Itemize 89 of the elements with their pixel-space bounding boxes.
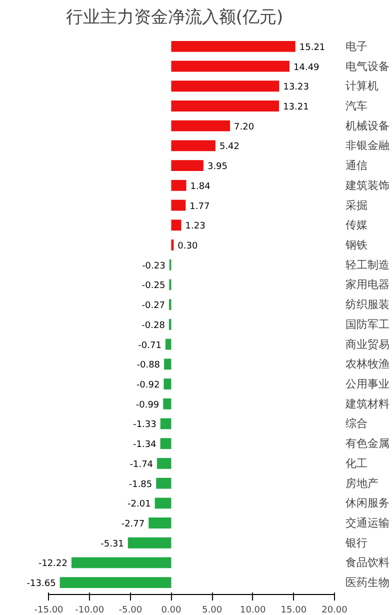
data-label: -13.65 — [26, 579, 56, 590]
y-tick-label: 电气设备 — [346, 60, 390, 73]
bar — [71, 557, 172, 568]
y-tick-label: 化工 — [346, 456, 368, 470]
data-label: 1.23 — [185, 222, 206, 232]
data-label: 15.21 — [299, 42, 326, 53]
bar — [157, 458, 172, 469]
bar — [171, 220, 182, 231]
data-label: 3.95 — [207, 162, 228, 172]
y-tick-label: 综合 — [346, 417, 368, 430]
y-tick-label: 采掘 — [346, 198, 368, 212]
y-tick-label: 汽车 — [346, 99, 368, 112]
bar — [164, 378, 172, 390]
data-label: -0.28 — [142, 320, 166, 331]
bar — [171, 40, 296, 52]
x-tick-label: 10.00 — [240, 606, 266, 615]
bar — [171, 140, 216, 152]
y-tick-label: 计算机 — [346, 80, 378, 93]
data-label: -1.74 — [130, 460, 154, 470]
bar — [171, 120, 230, 132]
data-label: -5.31 — [100, 539, 124, 550]
x-tick-label: -15.00 — [34, 606, 64, 615]
x-tick-label: -5.00 — [118, 606, 142, 615]
bar — [171, 160, 204, 172]
data-label: -0.25 — [142, 281, 166, 292]
y-tick-label: 食品饮料 — [346, 556, 390, 570]
data-label: -0.23 — [142, 261, 166, 272]
y-tick-label: 电子 — [346, 40, 368, 53]
y-tick-label: 建筑装饰 — [344, 178, 390, 192]
bar — [160, 418, 172, 430]
x-tick-label: 20.00 — [322, 606, 348, 615]
y-tick-label: 国防军工 — [346, 318, 390, 331]
bar — [171, 80, 280, 92]
y-tick-label: 有色金属 — [346, 437, 390, 450]
y-tick-label: 钢铁 — [344, 238, 368, 252]
data-label: 1.84 — [190, 182, 211, 192]
data-label: -1.34 — [133, 440, 157, 450]
x-tick-label: -10.00 — [75, 606, 104, 615]
data-label: -0.71 — [138, 340, 162, 351]
y-tick-label: 传媒 — [346, 218, 368, 232]
data-label: -1.33 — [133, 420, 156, 430]
bar — [171, 200, 186, 211]
data-label: 5.42 — [219, 142, 240, 152]
data-label: 0.30 — [178, 241, 198, 252]
data-label: -2.77 — [121, 520, 145, 530]
bar — [171, 100, 280, 112]
bar — [171, 180, 186, 191]
y-tick-label: 通信 — [346, 159, 368, 172]
bar — [164, 358, 172, 370]
bar — [148, 518, 172, 528]
chart-title: 行业主力资金净流入额(亿元) — [66, 8, 284, 28]
data-label: 7.20 — [234, 122, 254, 132]
y-tick-label: 商业贸易 — [346, 338, 390, 351]
x-tick-label: 5.00 — [202, 606, 222, 615]
x-tick-label: 15.00 — [280, 606, 307, 615]
bar — [154, 498, 172, 509]
data-label: -12.22 — [38, 559, 68, 570]
bar — [160, 438, 172, 450]
data-label: -0.88 — [136, 360, 160, 371]
y-tick-label: 非银金融 — [346, 139, 390, 152]
y-tick-label: 建筑材料 — [344, 397, 390, 410]
bar — [128, 537, 172, 548]
y-tick-label: 银行 — [344, 536, 368, 550]
x-tick-label: 0.00 — [161, 606, 182, 615]
data-label: 13.23 — [283, 82, 309, 93]
data-label: -1.85 — [128, 480, 152, 490]
y-tick-label: 房地产 — [346, 476, 378, 490]
data-label: -2.01 — [128, 500, 151, 510]
bar — [156, 478, 172, 489]
y-tick-label: 轻工制造 — [346, 258, 390, 272]
y-tick-label: 休闲服务 — [346, 496, 390, 510]
y-tick-label: 公用事业 — [346, 378, 390, 390]
data-label: -0.99 — [136, 400, 160, 410]
data-label: 13.21 — [283, 102, 309, 112]
data-label: 1.77 — [190, 202, 210, 212]
data-label: -0.27 — [142, 301, 166, 312]
bar — [163, 398, 172, 410]
bar — [165, 338, 172, 350]
data-label: 14.49 — [294, 62, 320, 73]
data-label: -0.92 — [136, 380, 160, 390]
bar — [171, 60, 290, 72]
y-tick-label: 交通运输 — [346, 516, 390, 530]
y-tick-label: 纺织服装 — [346, 298, 390, 312]
y-tick-label: 医药生物 — [346, 576, 390, 590]
y-tick-label: 家用电器 — [346, 278, 390, 292]
bar — [60, 577, 172, 588]
bar — [171, 240, 174, 250]
y-tick-label: 机械设备 — [346, 119, 390, 132]
y-tick-label: 农林牧渔 — [346, 358, 390, 371]
